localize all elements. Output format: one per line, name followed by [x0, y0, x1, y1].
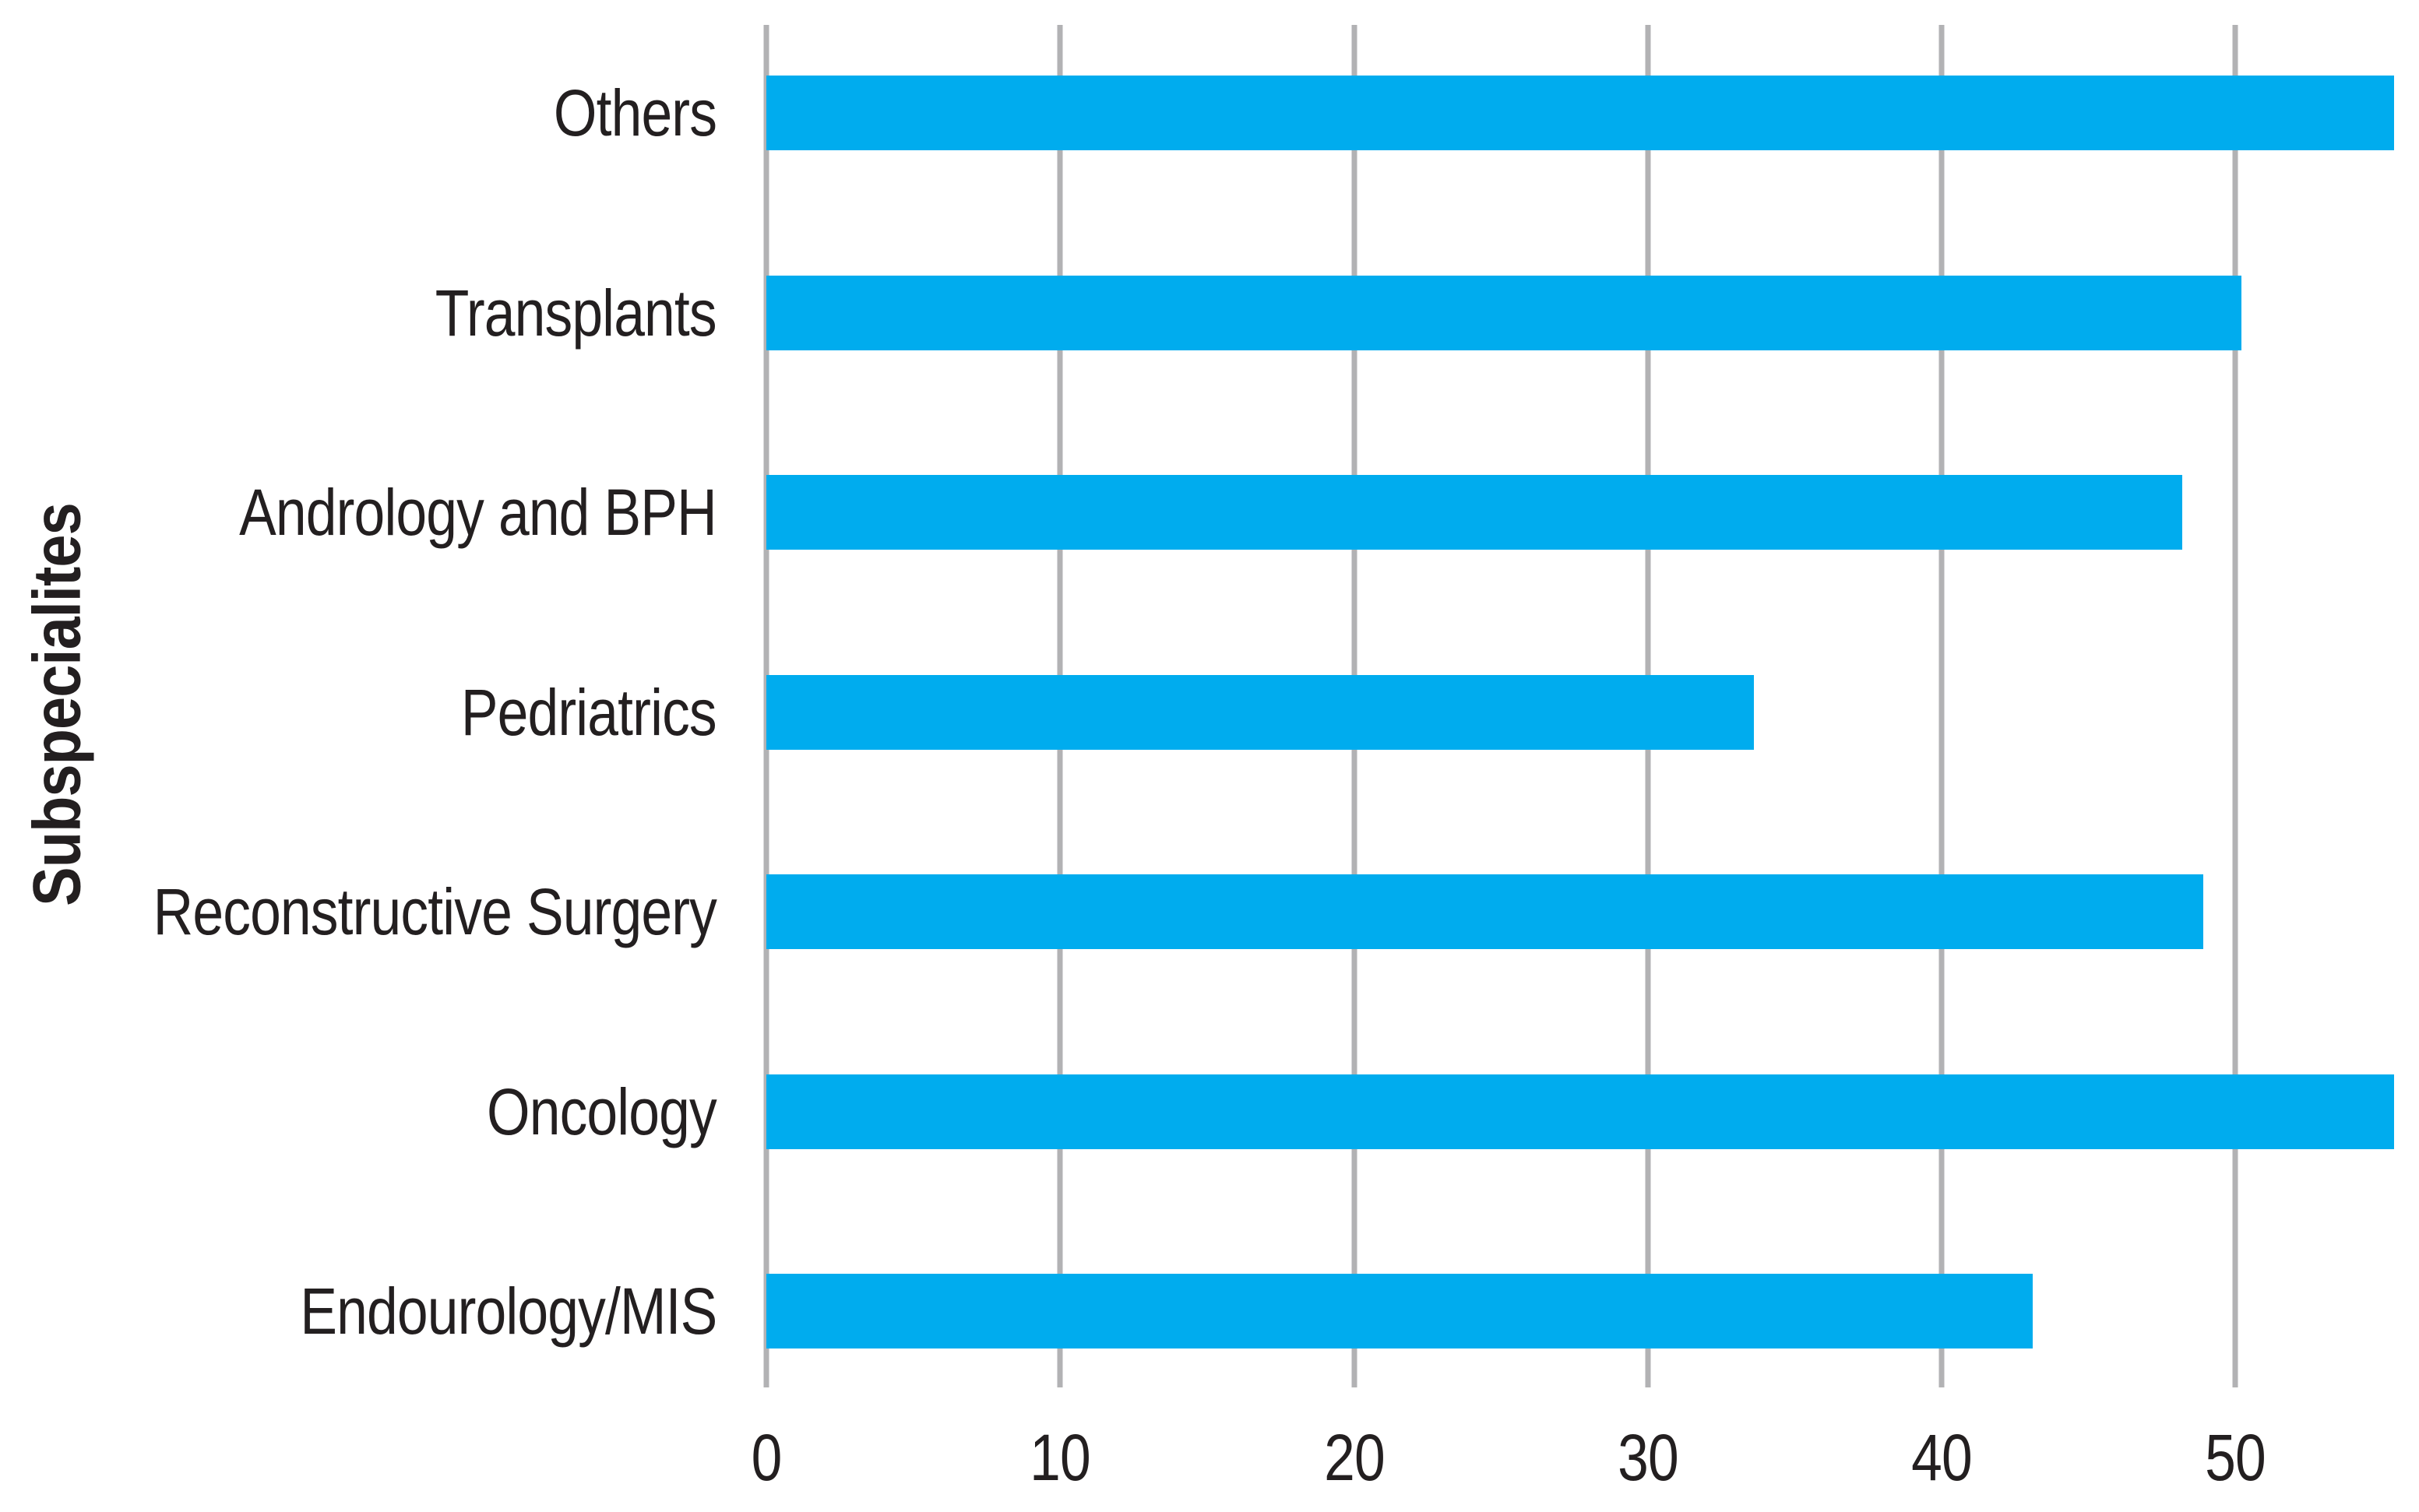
x-tick-label-text: 30	[1617, 1421, 1679, 1494]
category-label-others: Others	[0, 76, 717, 150]
x-tick-label-20: 20	[1319, 1419, 1389, 1496]
x-tick-label-text: 50	[2205, 1421, 2266, 1494]
category-label-text: Reconstructive Surgery	[153, 875, 717, 948]
bar-others	[766, 76, 2394, 150]
category-label-text: Oncology	[487, 1074, 717, 1148]
category-label-text: Others	[553, 76, 717, 149]
category-label-text: Andrology and BPH	[239, 476, 717, 549]
x-tick-label-30: 30	[1612, 1419, 1683, 1496]
plot-area	[763, 25, 2394, 1387]
bar-endourology-mis	[766, 1274, 2033, 1348]
gridline-x-50	[2232, 25, 2238, 1387]
bar-reconstructive-surgery	[766, 874, 2203, 949]
x-tick-label-text: 10	[1030, 1421, 1091, 1494]
category-labels-gutter: Others Transplants Andrology and BPH Pedria…	[0, 0, 717, 1512]
x-tick-label-text: 0	[751, 1421, 783, 1494]
category-label-text: Endourology/MIS	[300, 1275, 717, 1348]
bar-pedriatrics	[766, 674, 1754, 750]
y-axis-title: Subspecialites	[19, 503, 95, 906]
x-tick-label-40: 40	[1906, 1419, 1977, 1496]
x-tick-label-0: 0	[748, 1419, 784, 1496]
x-tick-label-text: 40	[1911, 1421, 1973, 1494]
category-label-text: Transplants	[435, 276, 717, 350]
bar-transplants	[766, 275, 2241, 350]
x-tick-label-text: 20	[1323, 1421, 1386, 1494]
category-label-transplants: Transplants	[0, 276, 717, 350]
category-label-endourology-mis: Endourology/MIS	[0, 1274, 717, 1348]
category-label-text: Pedriatrics	[461, 675, 717, 749]
category-label-pedriatrics: Pedriatrics	[0, 675, 717, 750]
bar-oncology	[766, 1074, 2394, 1149]
x-tick-label-50: 50	[2200, 1419, 2271, 1496]
x-tick-label-10: 10	[1025, 1419, 1096, 1496]
gridline-x-40	[1938, 25, 1945, 1387]
category-label-andrology-and-bph: Andrology and BPH	[0, 475, 717, 550]
category-label-oncology: Oncology	[0, 1074, 717, 1149]
category-label-reconstructive-surgery: Reconstructive Surgery	[0, 874, 717, 949]
bar-andrology-and-bph	[766, 475, 2183, 550]
